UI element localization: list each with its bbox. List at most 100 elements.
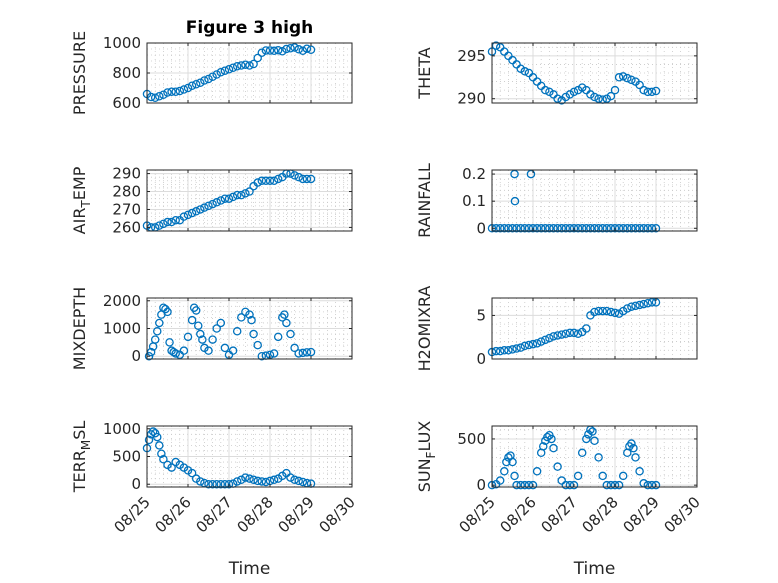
chart-2-ylabel: AIRTEMP [70, 166, 93, 234]
chart-5-marker [582, 324, 591, 333]
chart-2-marker [179, 212, 189, 221]
chart-3-marker [590, 224, 599, 233]
chart-7-marker [629, 443, 638, 453]
chart-5-marker [639, 299, 648, 309]
chart-5-ytick-label: 0 [476, 350, 486, 368]
chart-7-marker [512, 480, 521, 490]
chart-3-marker [495, 224, 505, 233]
chart-3-ytick-label: 0 [476, 219, 486, 237]
chart-7-xlabel: Time [573, 559, 616, 579]
chart-3-ylabel-main: RAINFALL [415, 163, 434, 238]
chart-3-marker [582, 224, 591, 233]
chart-2-marker [191, 207, 201, 216]
chart-4-marker [208, 335, 217, 344]
chart-3-marker [631, 224, 640, 233]
chart-7-ytick-label: 0 [476, 476, 486, 494]
chart-6-marker [249, 475, 258, 485]
chart-4-marker [306, 347, 316, 357]
chart-1-marker [635, 80, 644, 90]
chart-0-marker [257, 48, 267, 58]
chart-5-marker [500, 346, 509, 355]
chart-2-marker [294, 172, 303, 182]
chart-4-marker [152, 327, 162, 336]
chart-2-marker [261, 176, 271, 186]
chart-2-marker [302, 174, 312, 184]
chart-4-marker [253, 340, 262, 350]
chart-6-marker [286, 473, 295, 482]
chart-7-marker [618, 471, 628, 481]
chart-5-marker [569, 328, 579, 338]
chart-1-markers [487, 41, 661, 105]
chart-6-marker [269, 475, 279, 485]
chart-7-xtick-label: 08/29 [620, 493, 663, 536]
chart-4-marker [163, 307, 172, 317]
chart-6-xtick-label: 08/25 [111, 493, 154, 536]
chart-7-ytick-label: 500 [457, 430, 486, 448]
chart-6-marker [216, 479, 226, 489]
chart-5-marker [516, 343, 525, 352]
chart-2-ytick-label: 260 [112, 218, 141, 236]
chart-3-marker [500, 224, 509, 233]
chart-4-marker [212, 324, 221, 333]
chart-0-marker [306, 45, 316, 55]
chart-5-marker [541, 335, 550, 345]
chart-6-marker [245, 474, 254, 483]
chart-3-marker [602, 224, 612, 233]
chart-3-plot-area [492, 170, 697, 231]
chart-4-marker [193, 321, 203, 330]
chart-0-marker [261, 46, 271, 55]
chart-0-marker [183, 83, 193, 93]
chart-5-marker [590, 307, 599, 317]
chart-0-marker [200, 76, 209, 85]
chart-2-marker [163, 217, 172, 227]
chart-3-marker [549, 224, 558, 233]
chart-6-xtick-label: 08/27 [193, 493, 236, 536]
chart-6-xlabel: Time [228, 559, 271, 579]
chart-3-marker [557, 224, 566, 233]
chart-2-marker [212, 198, 221, 207]
chart-1-marker [606, 91, 616, 101]
chart-1-ylabel: THETA [415, 47, 434, 99]
chart-0-marker [228, 63, 238, 73]
chart-6-marker [204, 479, 213, 489]
chart-7-ylabel-rest: LUX [415, 421, 434, 452]
chart-7-marker [532, 467, 542, 476]
chart-3-marker [643, 224, 653, 233]
chart-7-marker [561, 480, 571, 490]
chart-6-marker [159, 455, 168, 464]
chart-4-marker [155, 318, 164, 328]
chart-3-marker [623, 224, 632, 233]
chart-6-ytick-label: 500 [112, 448, 141, 466]
chart-6-ylabel-main: TERR [70, 450, 89, 493]
chart-1-marker [590, 92, 599, 102]
chart-4-marker [171, 349, 180, 358]
chart-4-marker [290, 343, 299, 353]
chart-4-ylabel-main: MIXDEPTH [70, 287, 89, 370]
chart-2-marker [167, 217, 176, 227]
chart-0-marker [167, 87, 176, 97]
chart-7-marker [549, 443, 558, 453]
chart-2-ytick-label: 270 [112, 200, 141, 218]
chart-6-ylabel: TERRMSL [70, 421, 93, 494]
chart-4-ytick-label: 0 [131, 347, 141, 365]
chart-6-marker [257, 477, 267, 486]
chart-5-marker [635, 300, 644, 310]
chart-2-marker [232, 190, 242, 200]
chart-0-marker [187, 81, 197, 91]
chart-4-marker [228, 346, 238, 355]
chart-4-marker [298, 348, 308, 358]
chart-6-marker [232, 477, 242, 486]
subplot-theta: 290 295 THETA [415, 41, 698, 108]
chart-4-marker [286, 329, 295, 339]
chart-5-axes-frame [491, 297, 698, 360]
chart-5-marker [631, 301, 640, 311]
chart-5-marker [508, 345, 517, 354]
chart-6-marker [261, 477, 271, 487]
chart-0-marker [241, 60, 250, 70]
chart-7-marker [582, 434, 591, 444]
chart-7-marker [520, 480, 530, 490]
chart-1-marker [651, 86, 661, 96]
chart-2-marker [204, 201, 213, 211]
